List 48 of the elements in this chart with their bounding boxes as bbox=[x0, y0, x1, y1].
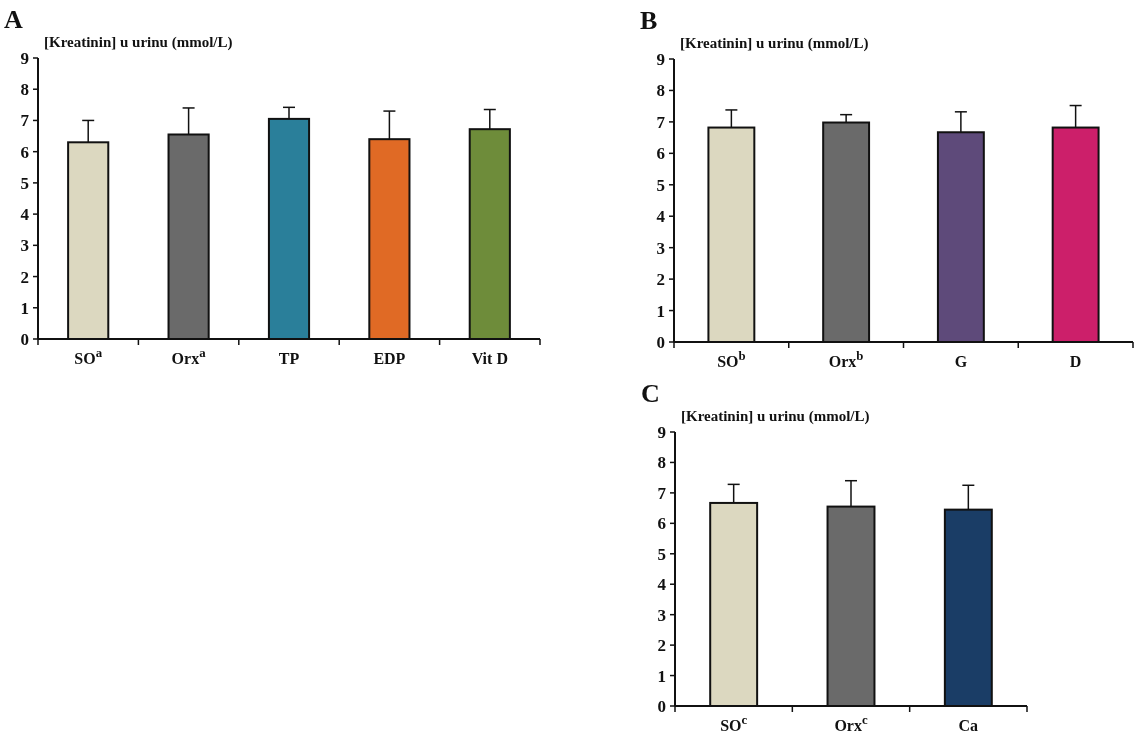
x-tick-label: Orx$^{a}$ bbox=[171, 346, 207, 367]
chart-title: C bbox=[641, 379, 660, 408]
x-tick-label: D bbox=[1069, 353, 1082, 370]
y-tick-label: 9 bbox=[657, 422, 666, 442]
y-tick-label: 3 bbox=[656, 238, 665, 258]
y-tick-label: 1 bbox=[20, 298, 29, 318]
y-tick-label: 5 bbox=[20, 173, 29, 193]
x-tick-label: Orx$^{c}$ bbox=[834, 713, 868, 734]
y-tick-label: 2 bbox=[656, 270, 665, 290]
y-tick-label: 4 bbox=[20, 205, 30, 225]
y-tick-label: 2 bbox=[20, 267, 29, 287]
y-tick-label: 0 bbox=[657, 696, 666, 716]
y-tick-label: 7 bbox=[20, 111, 30, 131]
x-tick-label: Ca bbox=[958, 717, 979, 734]
x-tick-label: G bbox=[954, 353, 968, 370]
y-tick-label: 4 bbox=[657, 575, 667, 595]
y-tick-label: 9 bbox=[656, 49, 665, 69]
x-tick-label: SO$^{c}$ bbox=[720, 713, 748, 734]
y-tick-label: 8 bbox=[20, 80, 29, 100]
y-tick-label: 2 bbox=[657, 636, 666, 656]
y-tick-label: 1 bbox=[657, 666, 666, 686]
y-axis-title: [Kreatinin] u urinu (mmol/L) bbox=[44, 34, 233, 51]
x-tick-label: Vit D bbox=[471, 350, 508, 367]
y-axis-title: [Kreatinin] u urinu (mmol/L) bbox=[680, 35, 869, 52]
y-tick-label: 0 bbox=[20, 329, 29, 349]
y-tick-label: 6 bbox=[20, 142, 29, 162]
y-tick-label: 9 bbox=[20, 48, 29, 68]
y-tick-label: 4 bbox=[656, 207, 666, 227]
y-tick-label: 0 bbox=[656, 332, 665, 352]
y-tick-label: 6 bbox=[657, 514, 666, 534]
y-tick-label: 6 bbox=[656, 144, 665, 164]
chart-title: B bbox=[640, 6, 658, 35]
y-tick-label: 5 bbox=[656, 175, 665, 195]
y-tick-label: 3 bbox=[657, 605, 666, 625]
y-tick-label: 7 bbox=[657, 483, 667, 503]
x-tick-label: Orx$^{b}$ bbox=[828, 349, 864, 370]
x-tick-label: EDP bbox=[373, 350, 406, 367]
x-tick-label: SO$^{b}$ bbox=[717, 349, 746, 370]
x-tick-label: TP bbox=[278, 350, 300, 367]
y-tick-label: 7 bbox=[656, 112, 666, 132]
y-tick-label: 5 bbox=[657, 544, 666, 564]
x-tick-label: SO$^{a}$ bbox=[74, 346, 103, 367]
y-axis-title: [Kreatinin] u urinu (mmol/L) bbox=[681, 408, 870, 425]
y-tick-label: 1 bbox=[656, 301, 665, 321]
y-tick-label: 8 bbox=[656, 81, 665, 101]
y-tick-label: 8 bbox=[657, 453, 666, 473]
y-tick-label: 3 bbox=[20, 236, 29, 256]
chart-title: A bbox=[4, 5, 23, 34]
